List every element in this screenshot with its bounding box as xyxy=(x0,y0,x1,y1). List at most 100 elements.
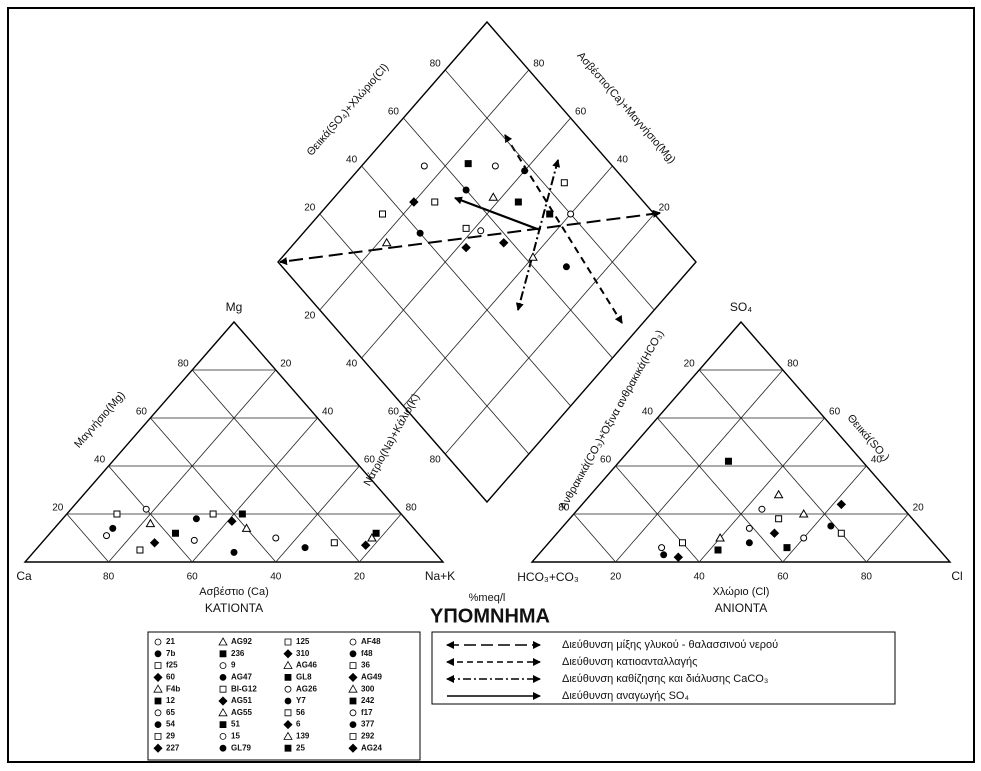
cation-triangle xyxy=(23,320,445,563)
legend-label: 139 xyxy=(296,732,310,741)
legend-label: 227 xyxy=(166,743,180,752)
tick-label: 20 xyxy=(659,203,671,214)
legend-marker xyxy=(349,697,357,705)
sample-point xyxy=(461,242,471,253)
legend-marker xyxy=(284,674,292,681)
tick-label: 80 xyxy=(430,455,442,466)
grid-line xyxy=(444,69,655,311)
sample-point xyxy=(379,210,386,218)
legend-marker xyxy=(219,662,227,669)
legend-marker xyxy=(283,660,293,669)
legend-label: Διεύθυνση μίξης γλυκού - θαλασσινού νερο… xyxy=(562,639,778,651)
tick-label: 60 xyxy=(777,572,789,583)
sample-point xyxy=(477,227,485,235)
edge-label: Μαγνήσιο(Mg) xyxy=(72,389,127,450)
legend-label: 21 xyxy=(166,637,175,646)
tick-label: 60 xyxy=(388,107,400,118)
legend-marker xyxy=(348,684,358,693)
legend-label: GL79 xyxy=(231,743,252,752)
legend-marker xyxy=(219,733,227,740)
sample-point xyxy=(238,510,246,518)
sample-point xyxy=(136,546,144,554)
edge-label: Ασβέστιο(Ca)+Μαγνήσιο(Mg) xyxy=(574,50,677,166)
sample-point xyxy=(673,552,684,562)
tick-label: 80 xyxy=(103,572,115,583)
legend-label: BI-G12 xyxy=(231,684,257,693)
grid-line xyxy=(782,465,867,563)
tick-label: 40 xyxy=(322,407,334,418)
legend-label: AG49 xyxy=(361,673,382,682)
vertex-label: Mg xyxy=(226,300,243,314)
grid-line xyxy=(150,417,277,563)
tick-label: 60 xyxy=(575,107,587,118)
legend-label: Διεύθυνση καθίζησης και διάλυσης CaCO₃ xyxy=(562,673,768,685)
sample-point xyxy=(381,237,392,247)
legend-label: 65 xyxy=(166,708,175,717)
grid-line xyxy=(319,69,530,311)
sample-point xyxy=(462,224,470,232)
tick-label: 80 xyxy=(787,359,799,370)
legend-label: 15 xyxy=(231,732,240,741)
grid-line xyxy=(866,513,909,563)
tick-label: 20 xyxy=(684,359,696,370)
legend-label: AG51 xyxy=(231,696,252,705)
grid-line xyxy=(403,165,613,407)
sample-point xyxy=(190,536,198,544)
legend-label: f48 xyxy=(361,649,373,658)
legend-marker xyxy=(219,744,227,752)
tick-label: 20 xyxy=(913,503,925,514)
grid-line xyxy=(319,213,530,455)
legend-marker xyxy=(153,672,163,682)
sample-point xyxy=(416,229,424,237)
sample-point xyxy=(409,197,419,207)
legend-marker xyxy=(284,638,292,646)
legend-marker xyxy=(349,733,357,740)
legend-label: 36 xyxy=(361,661,370,670)
sample-point xyxy=(103,532,111,540)
grid-line xyxy=(361,117,571,359)
legend-marker xyxy=(154,697,162,705)
sample-point xyxy=(678,539,686,547)
sample-legend-box xyxy=(147,631,421,761)
sample-point xyxy=(488,192,499,201)
tick-label: 60 xyxy=(187,572,199,583)
axis-label: Ασβέστιο (Ca) xyxy=(199,586,269,598)
legend-marker xyxy=(349,638,357,646)
sample-point xyxy=(367,532,377,542)
legend-label: 300 xyxy=(361,684,375,693)
line-legend-box xyxy=(431,631,896,705)
legend-label: AG24 xyxy=(361,743,382,752)
sample-point xyxy=(149,538,160,548)
tick-label: 20 xyxy=(52,503,64,514)
tick-label: 80 xyxy=(558,503,570,514)
legend-marker xyxy=(283,720,293,730)
sample-point xyxy=(798,508,809,518)
grid-line xyxy=(275,465,360,563)
sample-point xyxy=(714,546,722,554)
legend-label: 51 xyxy=(231,720,240,729)
sample-point xyxy=(800,534,808,542)
sample-point xyxy=(836,499,847,510)
sample-point xyxy=(758,505,766,513)
mixing-arrow xyxy=(279,209,661,266)
triangle-title: ΚΑΤΙΟΝΤΑ xyxy=(205,601,263,615)
legend-label: 29 xyxy=(166,732,175,741)
edge-label: Ανθρακικά(CO₃)+Όξινα ανθρακικά(HCO₃) xyxy=(557,328,666,511)
sample-point xyxy=(431,198,439,206)
legend-marker xyxy=(349,662,357,669)
legend-label: AG55 xyxy=(231,708,252,717)
sample-point xyxy=(769,528,780,538)
legend-marker xyxy=(284,744,292,752)
tick-label: 80 xyxy=(178,359,190,370)
tick-label: 20 xyxy=(354,572,366,583)
edge-label: Θειικά(SO₄) xyxy=(845,412,892,463)
so4-reduction-arrow xyxy=(454,196,541,232)
legend-label: 56 xyxy=(296,708,305,717)
sample-point xyxy=(171,529,179,537)
legend-label: F4b xyxy=(166,684,180,693)
legend-marker xyxy=(349,709,357,717)
sample-point xyxy=(546,210,554,218)
sample-point xyxy=(113,510,121,518)
legend-marker xyxy=(218,696,228,706)
